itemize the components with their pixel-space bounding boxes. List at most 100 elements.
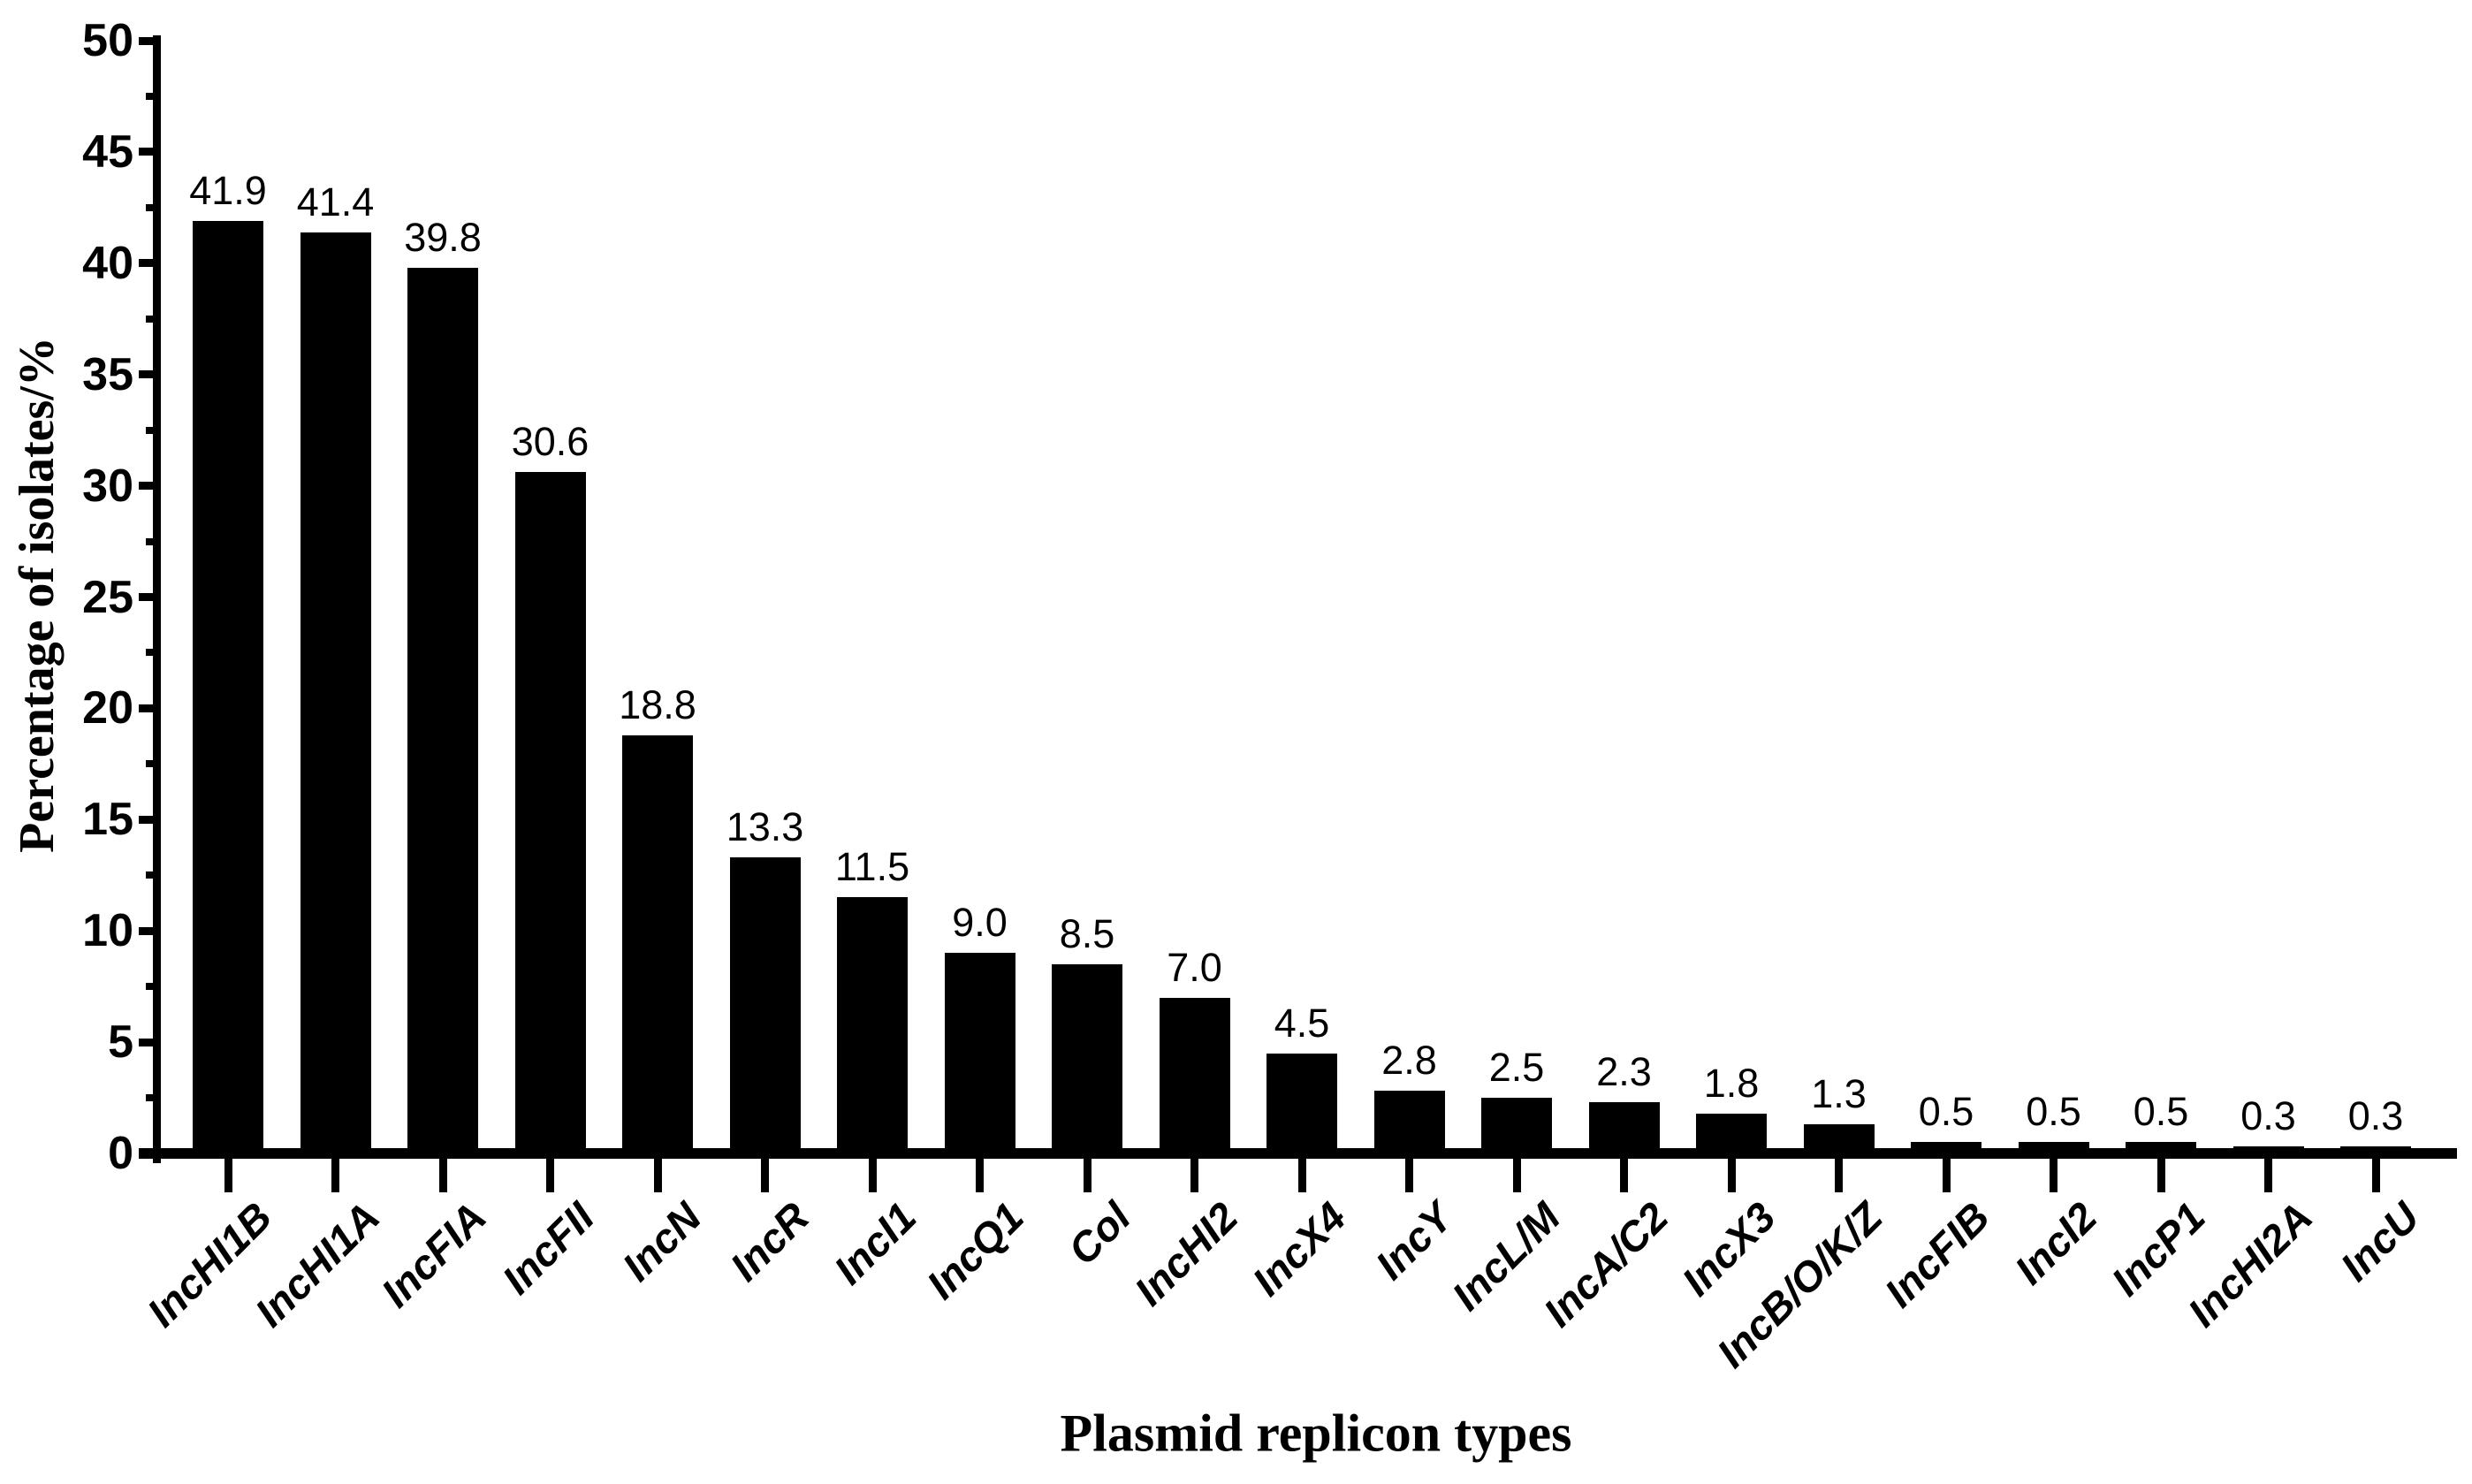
y-major-tick (139, 36, 156, 45)
y-major-tick (139, 704, 156, 712)
bar (622, 734, 693, 1159)
y-major-tick (139, 148, 156, 156)
bar-value-label: 30.6 (511, 419, 589, 465)
bar (300, 232, 371, 1159)
bar-value-label: 2.8 (1381, 1038, 1437, 1084)
y-tick-label: 0 (108, 1128, 133, 1179)
bar-value-label: 8.5 (1059, 910, 1115, 956)
x-tick (1297, 1154, 1306, 1192)
y-tick-label: 25 (82, 571, 133, 623)
y-major-tick (139, 926, 156, 935)
bar (1803, 1124, 1875, 1159)
x-tick (546, 1154, 554, 1192)
y-minor-tick (146, 315, 156, 323)
bar-value-label: 4.5 (1274, 1000, 1330, 1046)
y-minor-tick (146, 537, 156, 545)
bar (944, 953, 1015, 1159)
y-major-tick (139, 482, 156, 491)
bar (1373, 1091, 1445, 1159)
x-tick (653, 1154, 662, 1192)
y-tick-label: 45 (82, 126, 133, 178)
y-major-tick (139, 593, 156, 601)
x-tick (331, 1154, 339, 1192)
bar (837, 897, 908, 1159)
x-tick (438, 1154, 447, 1192)
bar-value-label: 0.5 (2026, 1089, 2081, 1135)
x-category-label-text: IncI2 (2005, 1192, 2106, 1294)
y-major-tick (139, 1149, 156, 1158)
x-category-label-text: Col (1059, 1192, 1140, 1274)
bar (729, 857, 801, 1159)
x-category-label-text: IncFII (492, 1192, 603, 1304)
y-minor-tick (146, 760, 156, 768)
x-category-label-text: IncX4 (1243, 1192, 1355, 1305)
y-tick-label: 35 (82, 348, 133, 400)
bar (514, 472, 586, 1159)
x-tick (1727, 1154, 1736, 1192)
x-tick (1405, 1154, 1413, 1192)
bar (1052, 963, 1122, 1159)
bar-value-label: 39.8 (404, 214, 482, 260)
bar-value-label: 7.0 (1167, 944, 1222, 990)
x-category-label-text: IncFIA (372, 1192, 496, 1316)
y-tick-label: 15 (82, 794, 133, 846)
y-tick-label: 50 (82, 15, 133, 66)
bar-value-label: 1.3 (1811, 1071, 1867, 1117)
bar (1696, 1113, 1767, 1159)
bar-value-label: 0.3 (2347, 1093, 2404, 1139)
x-tick (1620, 1154, 1628, 1192)
x-tick (1942, 1154, 1951, 1192)
y-minor-tick (146, 1094, 156, 1102)
x-category-label-text: IncHI2 (1125, 1192, 1247, 1315)
bar (2232, 1146, 2304, 1159)
y-minor-tick (146, 983, 156, 991)
bar-value-label: 9.0 (952, 900, 1008, 946)
bar (1481, 1098, 1552, 1159)
x-category-label-text: IncR (720, 1192, 818, 1290)
x-category-label-text: IncFIB (1875, 1192, 1999, 1316)
bar (1911, 1142, 1981, 1159)
x-tick (868, 1154, 877, 1192)
bar-value-label: 0.5 (2133, 1089, 2189, 1135)
x-category-label-text: IncQ1 (917, 1192, 1032, 1308)
x-tick (224, 1154, 232, 1192)
x-tick (2156, 1154, 2165, 1192)
x-category-label-text: IncN (612, 1192, 711, 1290)
x-tick (2371, 1154, 2380, 1192)
x-tick (2050, 1154, 2057, 1192)
bar-value-label: 11.5 (834, 844, 910, 890)
y-axis-line (153, 35, 161, 1163)
x-tick (2264, 1154, 2272, 1192)
x-tick (761, 1154, 769, 1192)
bar-value-label: 0.5 (1918, 1089, 1974, 1135)
y-major-tick (139, 370, 156, 379)
y-tick-label: 20 (82, 682, 133, 734)
bar-value-label: 2.5 (1488, 1045, 1545, 1091)
y-minor-tick (146, 92, 156, 100)
y-axis-title: Percentage of isolates/% (10, 337, 65, 853)
x-category-label-text: IncI1 (825, 1192, 925, 1294)
bar-value-label: 18.8 (619, 681, 696, 727)
x-tick (1835, 1154, 1843, 1192)
y-major-tick (139, 1038, 156, 1046)
x-category-label-text: IncY (1366, 1192, 1462, 1289)
bar-value-label: 2.3 (1596, 1049, 1652, 1095)
x-tick (1083, 1154, 1091, 1192)
y-tick-label: 40 (82, 237, 133, 289)
x-category-label-text: IncU (2331, 1192, 2429, 1290)
bar-value-label: 1.8 (1703, 1060, 1760, 1106)
bar (1159, 997, 1230, 1159)
x-axis-title: Plasmid replicon types (1060, 1404, 1572, 1463)
bar (193, 220, 263, 1159)
bar-value-label: 0.3 (2240, 1093, 2296, 1139)
bar-value-label: 41.4 (296, 179, 375, 225)
bar (1588, 1102, 1660, 1159)
bar (2018, 1142, 2089, 1159)
y-tick-label: 5 (108, 1016, 133, 1069)
x-tick (1512, 1154, 1521, 1192)
bar (2126, 1142, 2196, 1159)
y-tick-label: 30 (82, 460, 133, 512)
y-tick-label: 10 (82, 905, 133, 957)
y-minor-tick (146, 203, 156, 211)
